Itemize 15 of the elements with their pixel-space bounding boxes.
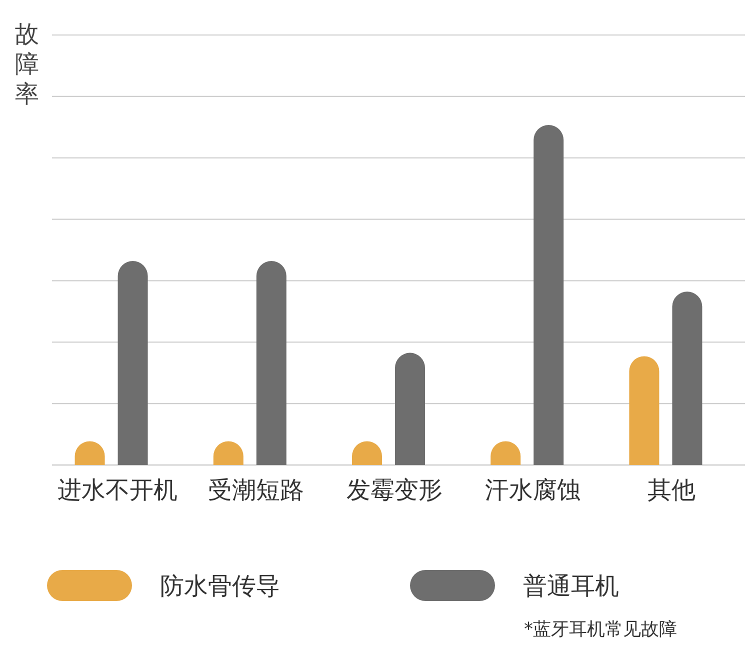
bar xyxy=(118,261,148,465)
bar xyxy=(629,356,660,465)
bar xyxy=(256,261,286,465)
bar xyxy=(534,125,564,465)
x-tick-label: 进水不开机 xyxy=(57,476,178,504)
x-tick-label: 受潮短路 xyxy=(208,476,304,504)
x-tick-label: 汗水腐蚀 xyxy=(485,476,582,504)
legend-label: 普通耳机 xyxy=(523,572,619,600)
bar xyxy=(395,352,425,465)
legend-label: 防水骨传导 xyxy=(160,572,280,600)
y-axis-title: 故障率 xyxy=(15,20,39,108)
bar xyxy=(672,292,702,465)
x-tick-label: 其他 xyxy=(648,476,696,504)
x-tick-label: 发霉变形 xyxy=(346,476,442,504)
text: *蓝牙耳机常见故障 xyxy=(524,619,677,640)
